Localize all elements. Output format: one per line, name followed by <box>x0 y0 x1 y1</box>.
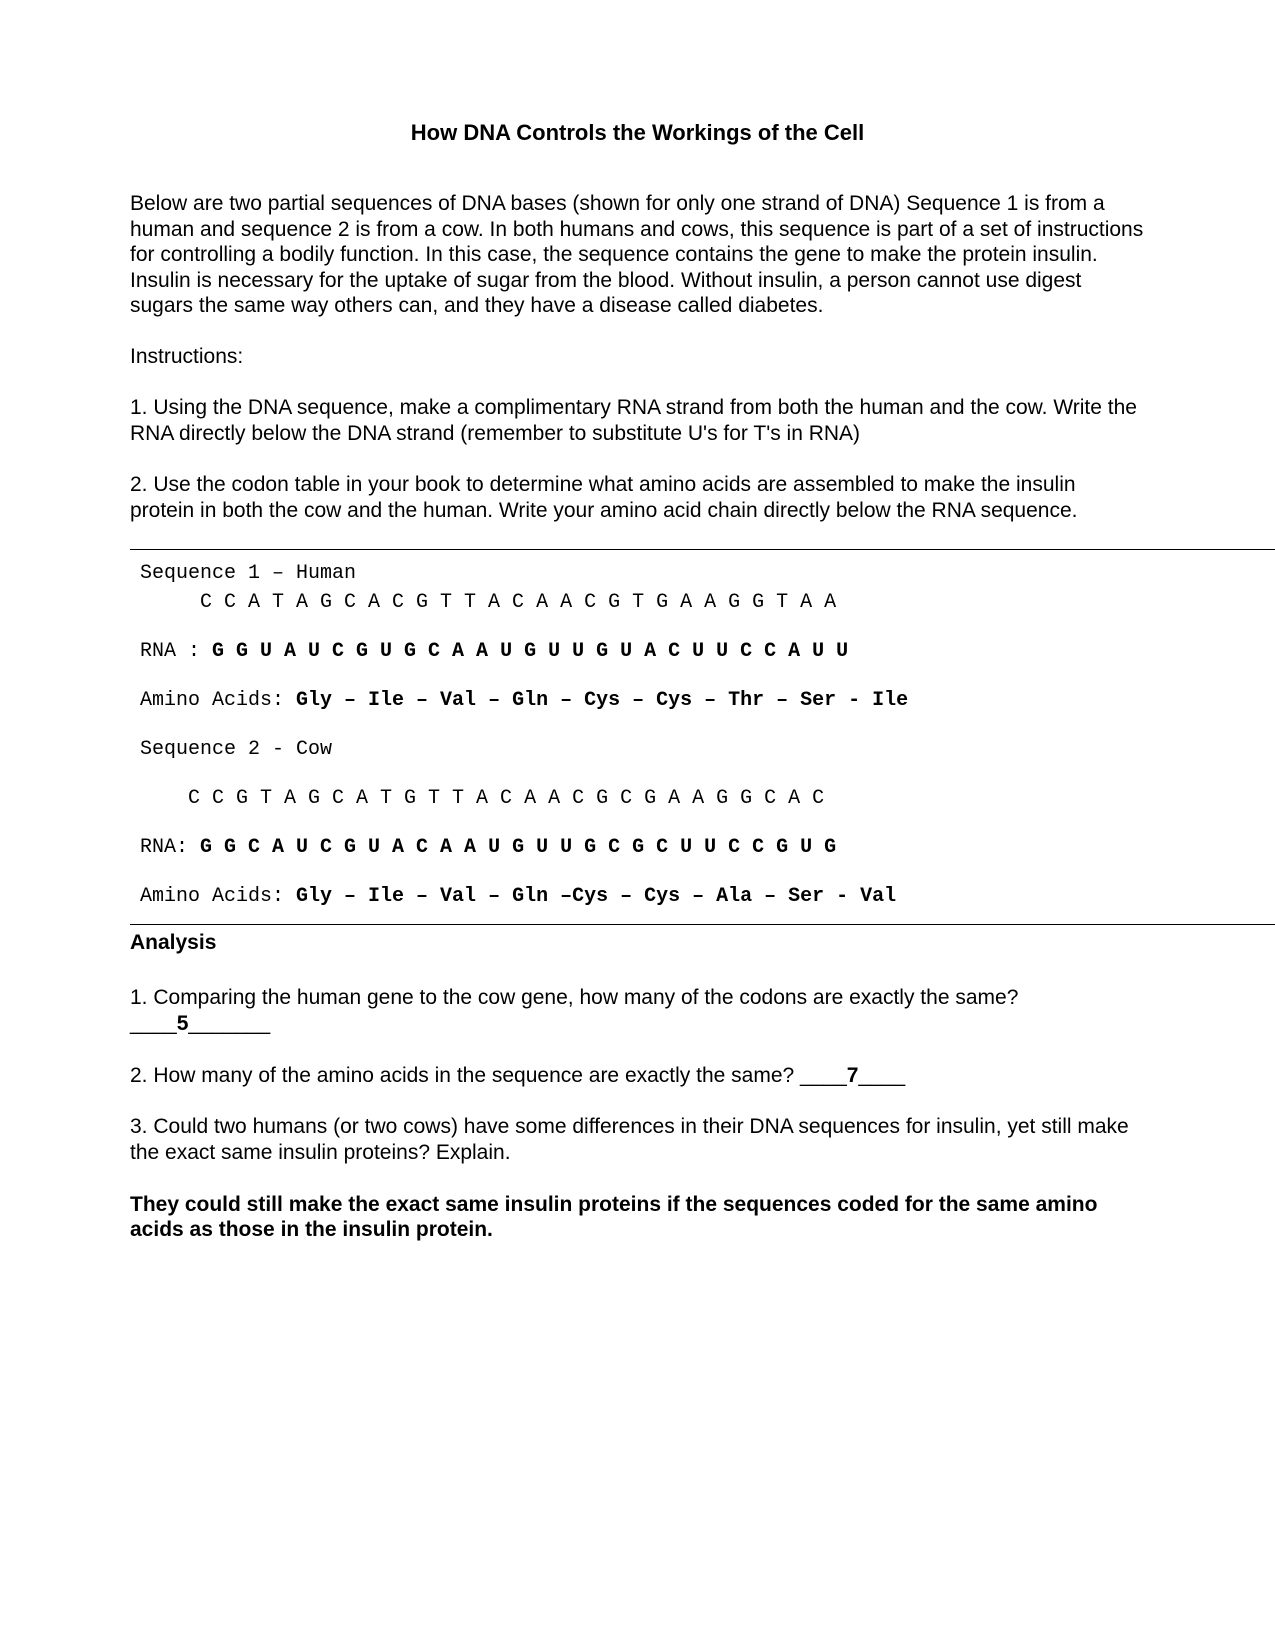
question-2: 2. How many of the amino acids in the se… <box>130 1063 1145 1089</box>
sequence-2-amino: Gly – Ile – Val – Gln –Cys – Cys – Ala –… <box>284 885 896 908</box>
question-2-answer: 7 <box>847 1064 859 1087</box>
intro-paragraph: Below are two partial sequences of DNA b… <box>130 191 1145 319</box>
sequence-1-dna: C C A T A G C A C G T T A C A A C G T G … <box>140 589 1265 616</box>
sequence-2-rna-row: RNA: G G C A U C G U A C A A U G U U G C… <box>140 834 1265 861</box>
question-2-blank-tail: ____ <box>858 1064 905 1087</box>
question-1-answer: 5 <box>177 1012 189 1035</box>
sequence-1-rna-row: RNA : G G U A U C G U G C A A U G U U G … <box>140 638 1265 665</box>
sequence-1-rna: G G U A U C G U G C A A U G U U G U A C … <box>200 640 848 663</box>
question-2-text: 2. How many of the amino acids in the se… <box>130 1064 847 1087</box>
rna-label-2: RNA: <box>140 836 188 859</box>
sequence-2-label: Sequence 2 - Cow <box>140 736 1265 763</box>
rna-label-1: RNA : <box>140 640 200 663</box>
instruction-step-1: 1. Using the DNA sequence, make a compli… <box>130 395 1145 446</box>
instructions-label: Instructions: <box>130 345 1145 369</box>
instruction-step-2: 2. Use the codon table in your book to d… <box>130 472 1145 523</box>
sequence-2-amino-row: Amino Acids: Gly – Ile – Val – Gln –Cys … <box>140 883 1265 910</box>
question-3: 3. Could two humans (or two cows) have s… <box>130 1114 1145 1165</box>
question-1: 1. Comparing the human gene to the cow g… <box>130 985 1145 1036</box>
question-1-blank-tail: _______ <box>188 1012 270 1035</box>
sequence-1-label: Sequence 1 – Human <box>140 560 1265 587</box>
amino-label-2: Amino Acids: <box>140 885 284 908</box>
analysis-heading: Analysis <box>130 931 1145 955</box>
sequence-box: Sequence 1 – Human C C A T A G C A C G T… <box>130 549 1275 925</box>
sequence-2-dna: C C G T A G C A T G T T A C A A C G C G … <box>140 785 1265 812</box>
question-3-answer: They could still make the exact same ins… <box>130 1192 1145 1243</box>
worksheet-page: How DNA Controls the Workings of the Cel… <box>0 0 1275 1389</box>
sequence-2-rna: G G C A U C G U A C A A U G U U G C G C … <box>188 836 836 859</box>
sequence-1-amino: Gly – Ile – Val – Gln – Cys – Cys – Thr … <box>284 689 908 712</box>
sequence-1-amino-row: Amino Acids: Gly – Ile – Val – Gln – Cys… <box>140 687 1265 714</box>
page-title: How DNA Controls the Workings of the Cel… <box>130 120 1145 146</box>
amino-label-1: Amino Acids: <box>140 689 284 712</box>
